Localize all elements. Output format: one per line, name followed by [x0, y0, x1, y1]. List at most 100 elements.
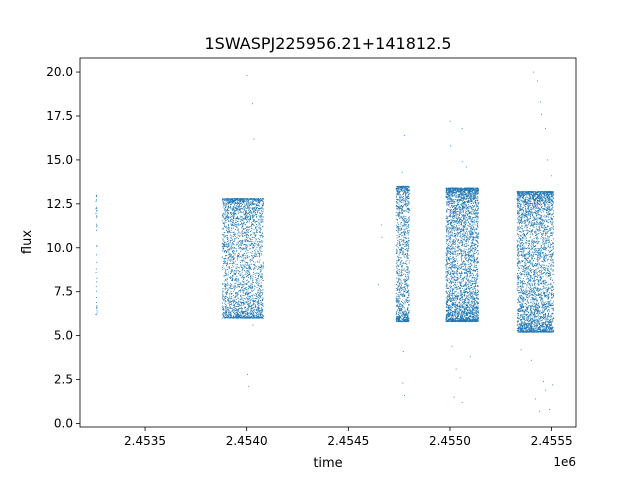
- data-point: [401, 306, 403, 308]
- data-point: [230, 199, 232, 201]
- data-point: [225, 213, 227, 215]
- data-point: [407, 290, 409, 292]
- data-point: [464, 252, 466, 254]
- data-point: [250, 278, 251, 280]
- data-point: [223, 223, 225, 225]
- data-point: [235, 202, 237, 204]
- data-point: [240, 291, 242, 293]
- data-point: [225, 283, 227, 285]
- data-point: [238, 304, 240, 306]
- data-point: [228, 284, 230, 286]
- data-point: [247, 298, 249, 300]
- data-point: [232, 201, 234, 203]
- data-point: [261, 286, 263, 288]
- data-point: [232, 252, 234, 254]
- data-point: [476, 316, 478, 318]
- data-point: [227, 211, 229, 213]
- data-point: [249, 205, 251, 207]
- data-point: [96, 277, 98, 279]
- data-point: [225, 265, 227, 267]
- data-point: [397, 222, 398, 224]
- data-point: [234, 278, 236, 280]
- data-point: [456, 240, 458, 242]
- data-point: [407, 209, 409, 211]
- data-point: [224, 236, 226, 237]
- data-point: [465, 219, 467, 221]
- data-point: [257, 299, 259, 301]
- data-point: [453, 315, 455, 317]
- data-point: [406, 207, 408, 209]
- data-point: [262, 208, 264, 209]
- data-point: [238, 245, 240, 247]
- data-point: [253, 215, 255, 216]
- data-point: [245, 217, 246, 219]
- data-point: [259, 289, 261, 291]
- data-point: [245, 317, 247, 318]
- data-point: [251, 225, 253, 227]
- data-point: [240, 198, 241, 200]
- data-point: [474, 190, 476, 192]
- data-point: [240, 241, 242, 243]
- data-point: [253, 211, 255, 213]
- data-point: [255, 212, 257, 214]
- data-point: [228, 206, 230, 207]
- data-point: [230, 256, 232, 258]
- data-point: [256, 295, 258, 297]
- data-point: [477, 269, 478, 271]
- data-point: [474, 299, 476, 301]
- data-point: [396, 244, 398, 246]
- data-point: [252, 208, 254, 210]
- data-point: [250, 243, 252, 245]
- data-point: [258, 268, 259, 270]
- data-point: [251, 240, 253, 242]
- data-point: [473, 267, 475, 269]
- data-point: [471, 195, 473, 197]
- data-point: [396, 301, 398, 303]
- data-point: [401, 241, 403, 243]
- data-point: [468, 293, 470, 295]
- data-point: [247, 294, 249, 296]
- data-point: [248, 209, 249, 211]
- data-point: [241, 222, 243, 224]
- data-point: [400, 294, 402, 296]
- data-point: [225, 217, 227, 219]
- data-point: [252, 201, 254, 203]
- data-point: [249, 214, 251, 216]
- data-point: [232, 275, 234, 277]
- data-point: [251, 295, 253, 297]
- data-point: [457, 197, 459, 199]
- data-point: [249, 312, 251, 314]
- data-point: [402, 196, 404, 197]
- data-point: [229, 293, 231, 295]
- data-point: [226, 237, 228, 239]
- data-point: [399, 228, 401, 229]
- data-point: [406, 218, 408, 220]
- data-point: [227, 208, 229, 210]
- data-point: [407, 321, 409, 323]
- data-point: [458, 269, 460, 270]
- data-point: [242, 228, 244, 230]
- data-point: [229, 245, 231, 247]
- data-point: [404, 249, 406, 251]
- data-point: [403, 186, 405, 188]
- data-point: [229, 213, 231, 215]
- data-point: [248, 219, 249, 221]
- data-point: [226, 250, 228, 252]
- data-point: [257, 202, 259, 204]
- data-point: [398, 317, 400, 319]
- data-point: [225, 255, 227, 256]
- data-point: [452, 247, 454, 249]
- data-point: [256, 250, 258, 252]
- data-point: [245, 309, 247, 311]
- data-point: [241, 302, 243, 304]
- data-point: [251, 312, 253, 314]
- data-point: [225, 215, 227, 217]
- data-point: [398, 288, 400, 290]
- data-point: [454, 316, 456, 318]
- data-point: [406, 188, 408, 190]
- data-point: [233, 201, 235, 203]
- data-point: [477, 253, 479, 255]
- data-point: [246, 284, 247, 285]
- data-point: [238, 224, 240, 226]
- data-point: [261, 232, 263, 234]
